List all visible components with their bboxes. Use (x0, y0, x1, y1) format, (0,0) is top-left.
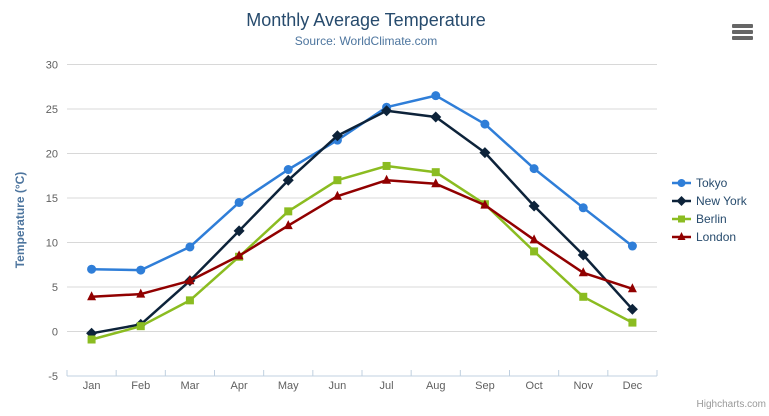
data-point-tokyo-aug[interactable] (431, 91, 441, 101)
data-point-new-york-jun[interactable] (331, 130, 343, 142)
series-tokyo (87, 91, 637, 275)
x-axis-tick-label: Dec (623, 380, 643, 392)
x-axis-tick-label: May (278, 380, 299, 392)
data-point-berlin-mar[interactable] (185, 296, 194, 305)
x-axis-tick-label: Jun (329, 380, 347, 392)
export-menu-button[interactable] (732, 24, 753, 40)
data-point-berlin-aug[interactable] (431, 168, 440, 177)
data-point-new-york-apr[interactable] (233, 225, 245, 237)
data-point-london-may[interactable] (283, 220, 293, 230)
data-point-tokyo-apr[interactable] (234, 197, 244, 207)
diamond-legend-marker-icon (672, 196, 691, 206)
y-axis-tick-label: 10 (46, 238, 58, 250)
circle-legend-marker-icon (672, 179, 691, 187)
data-point-london-mar[interactable] (185, 275, 195, 285)
credits-link[interactable]: Highcharts.com (696, 399, 766, 410)
legend: Tokyo New York Berlin London (671, 174, 747, 246)
data-point-london-apr[interactable] (234, 250, 244, 260)
x-axis-tick-label: Apr (231, 380, 248, 392)
x-axis-tick-label: Oct (526, 380, 543, 392)
data-point-tokyo-may[interactable] (283, 165, 293, 175)
data-point-london-jan[interactable] (87, 291, 97, 301)
y-axis-tick-label: -5 (48, 371, 58, 383)
series-line-tokyo (90, 94, 634, 272)
data-point-london-dec[interactable] (627, 283, 637, 293)
legend-marker-symbol (677, 232, 686, 240)
data-point-new-york-may[interactable] (282, 174, 294, 186)
y-axis-tick-label: 25 (46, 104, 58, 116)
data-point-tokyo-dec[interactable] (627, 241, 637, 251)
data-point-tokyo-feb[interactable] (136, 265, 146, 275)
y-axis-tick-label: 30 (46, 60, 58, 72)
hamburger-icon (732, 30, 753, 34)
y-axis-tick-label: 20 (46, 149, 58, 161)
x-axis-tick-label: Nov (573, 380, 593, 392)
data-point-tokyo-oct[interactable] (529, 164, 539, 174)
data-point-new-york-jul[interactable] (381, 105, 393, 117)
legend-item-new-york[interactable]: New York (671, 192, 747, 210)
x-axis-tick-label: Jan (83, 380, 101, 392)
y-axis-tick-label: 0 (52, 327, 58, 339)
triangle-legend-marker-icon (672, 232, 691, 240)
x-axis-tick-label: Feb (131, 380, 150, 392)
x-axis-tick-label: Sep (475, 380, 495, 392)
square-legend-marker-icon (672, 215, 691, 223)
hamburger-icon (732, 36, 753, 40)
data-point-new-york-oct[interactable] (528, 200, 540, 212)
y-axis-tick-label: 5 (52, 282, 58, 294)
data-point-berlin-feb[interactable] (136, 322, 145, 331)
y-axis-tick-label: 15 (46, 193, 58, 205)
series-line-new-york (90, 109, 634, 335)
data-point-new-york-sep[interactable] (479, 147, 491, 159)
data-point-london-jul[interactable] (382, 174, 392, 184)
legend-item-london[interactable]: London (671, 228, 747, 246)
data-point-london-jun[interactable] (332, 190, 342, 200)
series-line-london (90, 178, 634, 299)
data-point-tokyo-sep[interactable] (480, 119, 490, 129)
data-point-new-york-aug[interactable] (430, 111, 442, 123)
data-point-london-nov[interactable] (578, 267, 588, 277)
data-point-berlin-jan[interactable] (87, 335, 96, 344)
series-new-york (86, 105, 638, 339)
series-london (87, 174, 637, 301)
legend-marker-symbol (678, 215, 685, 223)
data-point-berlin-nov[interactable] (579, 292, 588, 301)
data-point-london-feb[interactable] (136, 288, 146, 298)
legend-item-berlin[interactable]: Berlin (671, 210, 747, 228)
data-point-london-sep[interactable] (480, 199, 490, 209)
x-axis-tick-label: Aug (426, 380, 446, 392)
hamburger-icon (732, 24, 753, 28)
data-point-tokyo-mar[interactable] (185, 242, 195, 252)
data-point-london-oct[interactable] (529, 234, 539, 244)
data-point-new-york-dec[interactable] (626, 303, 638, 315)
data-point-tokyo-jan[interactable] (87, 264, 97, 274)
data-point-berlin-jul[interactable] (382, 161, 391, 170)
legend-item-label: Tokyo (696, 176, 728, 190)
legend-marker-symbol (677, 179, 686, 187)
legend-item-label: New York (696, 194, 747, 208)
data-point-tokyo-nov[interactable] (578, 203, 588, 213)
data-point-berlin-may[interactable] (284, 207, 293, 216)
legend-marker-symbol (676, 196, 687, 206)
x-axis-tick-label: Jul (380, 380, 394, 392)
data-point-new-york-nov[interactable] (577, 249, 589, 261)
data-point-london-aug[interactable] (431, 178, 441, 188)
legend-item-tokyo[interactable]: Tokyo (671, 174, 747, 192)
data-point-berlin-dec[interactable] (628, 318, 637, 327)
legend-item-label: London (696, 230, 737, 244)
x-axis-tick-label: Mar (180, 380, 199, 392)
legend-item-label: Berlin (696, 212, 727, 226)
data-point-berlin-oct[interactable] (530, 247, 539, 256)
data-point-berlin-jun[interactable] (333, 176, 342, 185)
series-line-berlin (90, 164, 634, 341)
